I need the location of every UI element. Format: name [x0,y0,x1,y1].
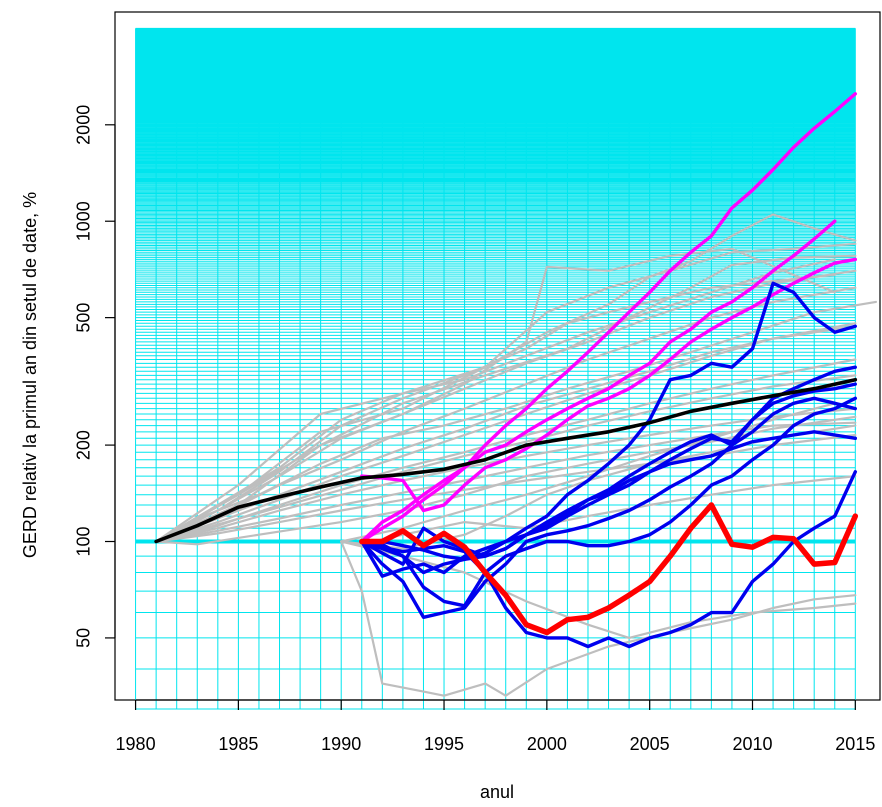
x-tick-label: 2000 [527,734,567,754]
series-line-other [155,213,857,543]
x-tick-label: 1985 [218,734,258,754]
series-line-other [155,325,857,543]
series-line-blue [360,365,857,619]
y-tick-label: 2000 [74,105,94,145]
x-axis-title: anul [480,782,514,802]
series-line-other [155,358,857,543]
y-tick-label: 50 [74,628,94,648]
y-axis: 50 100 200 500 1000 2000 [74,105,116,648]
x-tick-label: 1980 [116,734,156,754]
series-line-other [340,402,836,543]
series-lines [154,92,878,697]
series-line-other [155,242,857,543]
series-line-mean [154,377,858,544]
series-line-magenta [360,92,857,544]
y-tick-label: 1000 [74,201,94,241]
series-line-magenta [360,257,857,513]
series-line-other [340,540,857,697]
series-line-other [155,254,857,543]
series-line-other [155,273,836,543]
y-tick-label: 500 [74,303,94,333]
series-line-other [155,247,836,543]
series-line-blue [360,396,857,566]
x-tick-label: 2005 [630,734,670,754]
y-axis-title: GERD relativ la primul an din setul de d… [20,192,40,558]
series-line-other [340,540,857,640]
x-axis: 1980 1985 1990 1995 2000 2005 2010 2015 [116,699,875,754]
series-line-blue [360,470,857,649]
series-line-other [155,286,857,543]
series-line-blue [360,382,857,578]
x-tick-label: 1990 [321,734,361,754]
x-tick-label: 2015 [835,734,875,754]
series-line-other [155,407,857,543]
x-tick-label: 2010 [732,734,772,754]
series-line-other [155,421,857,543]
series-line-blue [360,396,857,608]
x-tick-label: 1995 [424,734,464,754]
series-line-blue [360,430,857,561]
y-tick-label: 100 [74,526,94,556]
series-line-magenta [360,219,837,544]
series-line-other [155,258,836,543]
series-line-highlight [359,502,859,636]
y-tick-label: 200 [74,430,94,460]
series-line-blue [360,281,857,575]
